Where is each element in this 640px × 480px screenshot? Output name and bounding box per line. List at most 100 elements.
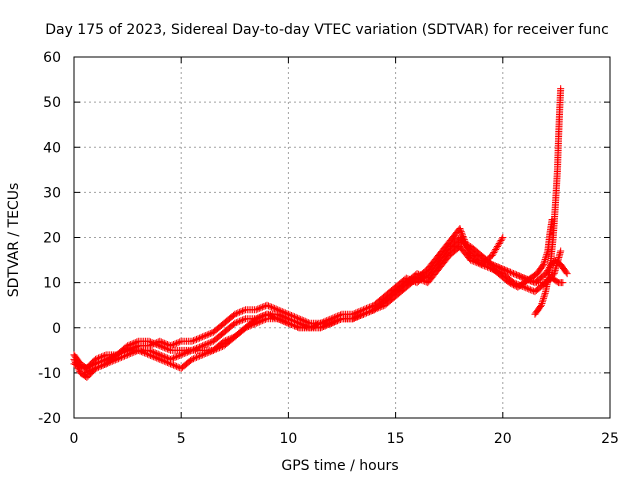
data-point bbox=[505, 279, 513, 287]
data-point bbox=[188, 355, 196, 363]
data-point bbox=[209, 346, 217, 354]
y-axis-label: SDTVAR / TECUs bbox=[6, 183, 22, 298]
data-point bbox=[511, 270, 519, 278]
data-point bbox=[323, 321, 331, 329]
data-point bbox=[176, 338, 184, 346]
data-point bbox=[93, 364, 101, 372]
data-point bbox=[499, 265, 507, 273]
data-point bbox=[117, 349, 125, 357]
data-point bbox=[168, 360, 176, 368]
data-point bbox=[251, 316, 259, 324]
data-point bbox=[540, 261, 548, 269]
data-point bbox=[332, 317, 340, 325]
x-axis-label: GPS time / hours bbox=[281, 458, 398, 474]
data-point bbox=[145, 337, 153, 345]
data-point bbox=[116, 350, 124, 358]
data-point bbox=[492, 246, 500, 254]
data-point bbox=[269, 304, 277, 312]
data-point bbox=[127, 341, 135, 349]
data-point bbox=[188, 337, 196, 345]
data-point bbox=[280, 313, 288, 321]
y-tick-label: 50 bbox=[43, 95, 61, 111]
data-point bbox=[278, 312, 286, 320]
data-point bbox=[174, 352, 182, 360]
data-point bbox=[274, 310, 282, 318]
data-point bbox=[264, 302, 272, 310]
data-point bbox=[189, 355, 197, 363]
data-point bbox=[203, 340, 211, 348]
data-point bbox=[171, 353, 179, 361]
data-point bbox=[78, 363, 86, 371]
data-point bbox=[98, 362, 106, 370]
data-point bbox=[460, 234, 468, 242]
data-point bbox=[281, 313, 289, 321]
data-point bbox=[500, 266, 508, 274]
data-point bbox=[147, 351, 155, 359]
y-tick-label: 20 bbox=[43, 231, 61, 247]
data-point bbox=[506, 268, 514, 276]
data-point bbox=[232, 310, 240, 318]
data-point bbox=[235, 308, 243, 316]
data-point bbox=[562, 268, 570, 276]
data-point bbox=[538, 298, 546, 306]
data-point bbox=[376, 303, 384, 311]
data-point bbox=[101, 360, 109, 368]
series-track-4 bbox=[81, 234, 507, 377]
data-point bbox=[235, 317, 243, 325]
data-point bbox=[260, 302, 268, 310]
data-point bbox=[237, 308, 245, 316]
data-point bbox=[96, 362, 104, 370]
data-point bbox=[292, 318, 300, 326]
data-point bbox=[378, 302, 386, 310]
data-point bbox=[165, 346, 173, 354]
data-point bbox=[234, 309, 242, 317]
data-point bbox=[258, 303, 266, 311]
data-point bbox=[295, 319, 303, 327]
data-point bbox=[491, 247, 499, 255]
data-point bbox=[162, 344, 170, 352]
data-point bbox=[321, 322, 329, 330]
data-point bbox=[215, 344, 223, 352]
data-point bbox=[238, 316, 246, 324]
data-point bbox=[237, 317, 245, 325]
data-point bbox=[206, 348, 214, 356]
data-point bbox=[75, 362, 83, 370]
data-point bbox=[508, 280, 516, 288]
data-point bbox=[254, 305, 262, 313]
data-point bbox=[549, 271, 557, 279]
data-point bbox=[153, 341, 161, 349]
data-point bbox=[197, 333, 205, 341]
data-point bbox=[495, 240, 503, 248]
data-point bbox=[367, 307, 375, 315]
data-point bbox=[497, 264, 505, 272]
data-point bbox=[150, 339, 158, 347]
data-point bbox=[541, 255, 549, 263]
data-point bbox=[517, 273, 525, 281]
axes: 0 5 10 15 20 25 -20 -10 0 10 20 30 40 50 60 bbox=[38, 50, 619, 447]
data-point bbox=[165, 359, 173, 367]
data-point bbox=[263, 301, 271, 309]
data-point bbox=[208, 347, 216, 355]
y-tick-label: 40 bbox=[43, 140, 61, 156]
data-point bbox=[199, 351, 207, 359]
data-point bbox=[260, 312, 268, 320]
data-point bbox=[202, 350, 210, 358]
data-point bbox=[363, 309, 371, 317]
data-point bbox=[191, 336, 199, 344]
data-point bbox=[154, 355, 162, 363]
data-point bbox=[369, 306, 377, 314]
data-point bbox=[240, 315, 248, 323]
data-point bbox=[214, 344, 222, 352]
data-point bbox=[255, 313, 263, 321]
data-point bbox=[297, 320, 305, 328]
data-point bbox=[355, 312, 363, 320]
data-point bbox=[211, 346, 219, 354]
data-point bbox=[459, 239, 467, 247]
data-point bbox=[91, 364, 99, 372]
data-point bbox=[72, 360, 80, 368]
data-point bbox=[366, 308, 374, 316]
data-point bbox=[113, 351, 121, 359]
data-point bbox=[234, 318, 242, 326]
data-point bbox=[557, 85, 565, 93]
data-point bbox=[160, 357, 168, 365]
